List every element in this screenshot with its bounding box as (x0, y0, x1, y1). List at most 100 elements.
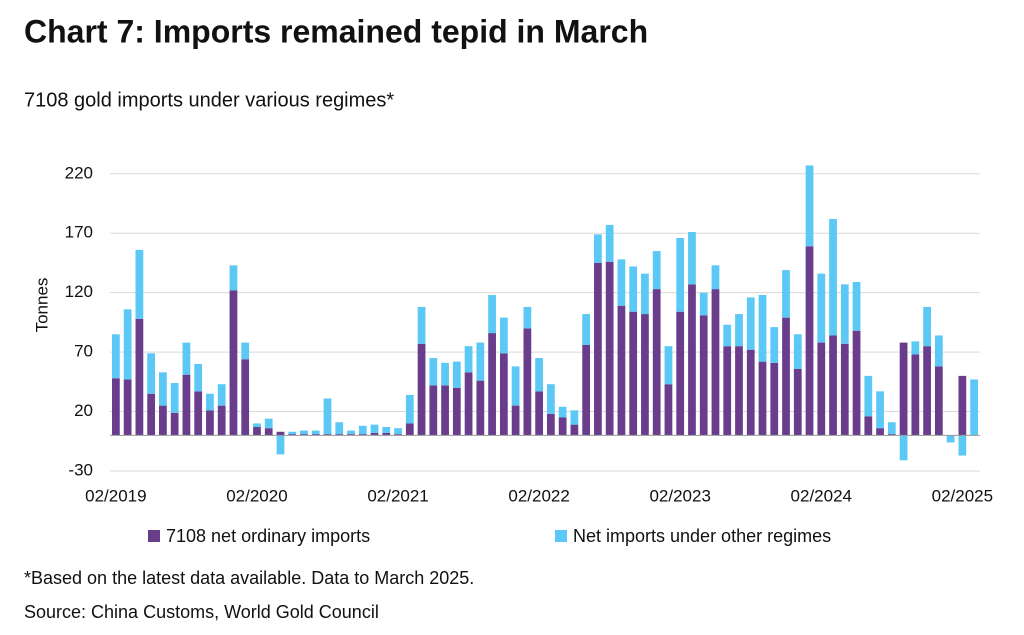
note: *Based on the latest data available. Dat… (24, 568, 474, 588)
y-tick-label: 20 (74, 401, 93, 420)
bar-segment (746, 297, 755, 350)
bar-segment (735, 314, 743, 347)
bar-segment (300, 434, 308, 436)
bar-segment (911, 354, 920, 436)
chart-title: Chart 7: Imports remained tepid in March (24, 13, 648, 49)
bar-segment (758, 361, 767, 436)
bar-segment (394, 434, 402, 436)
chart-subtitle: 7108 gold imports under various regimes* (24, 89, 394, 111)
bar-segment (241, 359, 250, 436)
bar-segment (887, 422, 896, 435)
bar-segment (570, 424, 579, 436)
y-tick-label: 220 (65, 163, 93, 182)
bar-segment (934, 366, 943, 436)
bar-segment (241, 342, 250, 360)
bar-segment (182, 374, 191, 436)
bar-segment (394, 428, 402, 435)
bar-segment (523, 328, 532, 436)
bar-segment (852, 281, 861, 331)
bar-segment (441, 362, 449, 386)
bar-segment (723, 324, 732, 347)
bar-segment (594, 234, 602, 263)
bar-segment (958, 435, 967, 456)
bar-segment (617, 305, 626, 436)
bar-segment (405, 423, 414, 436)
bar-segment (876, 428, 884, 436)
bar-segment (535, 358, 544, 392)
bar-segment (817, 342, 826, 436)
x-tick-label: 02/2022 (508, 486, 569, 505)
bar-segment (335, 434, 344, 436)
bar-segment (652, 251, 661, 290)
legend-swatch (555, 530, 567, 542)
bar-segment (911, 341, 920, 355)
bar-segment (535, 391, 544, 436)
bar-segment (488, 295, 496, 334)
bar-segment (676, 311, 685, 436)
bar-segment (805, 246, 814, 436)
bar-segment (311, 434, 320, 436)
bar-segment (476, 380, 485, 436)
bar-segment (452, 361, 461, 388)
bar-segment (135, 249, 144, 319)
bar-segment (970, 379, 979, 436)
bar-segment (253, 427, 261, 436)
bar-segment (899, 435, 908, 461)
bar-segment (217, 405, 226, 436)
bar-segment (382, 432, 391, 436)
bar-segment (217, 384, 226, 406)
bar-segment (676, 237, 685, 312)
bar-segment (123, 309, 132, 380)
bar-segment (417, 306, 426, 344)
y-tick-label: -30 (68, 460, 93, 479)
bar-segment (370, 424, 379, 433)
bar-segment (664, 346, 673, 385)
bar-segment (899, 342, 908, 436)
bar-segment (464, 346, 473, 373)
bar-segment (829, 335, 837, 436)
bar-segment (335, 422, 344, 435)
bar-segment (864, 416, 873, 436)
bar-segment (923, 346, 931, 436)
bar-segment (840, 343, 849, 436)
bar-segment (194, 364, 203, 392)
y-tick-label: 170 (65, 223, 93, 242)
bar-segment (664, 384, 673, 436)
bar-segment (159, 405, 167, 436)
bar-segment (934, 335, 943, 367)
bar-segment (688, 284, 696, 436)
bar-segment (264, 428, 273, 436)
bar-segment (723, 346, 732, 436)
bar-segment (605, 224, 614, 262)
bar-segment (711, 289, 720, 436)
bar-segment (817, 273, 826, 343)
bar-segment (111, 378, 120, 436)
bar-segment (840, 284, 849, 344)
bar-segment (546, 384, 555, 414)
bar-segment (206, 393, 214, 411)
bar-segment (946, 435, 955, 443)
bar-segment (347, 434, 355, 436)
bar-segment (264, 418, 273, 429)
bar-segment (782, 270, 790, 318)
bar-segment (546, 413, 555, 436)
bar-segment (358, 434, 367, 436)
bar-segment (276, 435, 285, 455)
bar-segment (170, 412, 179, 436)
bar-segment (182, 342, 191, 375)
bar-segment (499, 353, 508, 436)
bar-segment (558, 406, 567, 418)
bar-segment (511, 405, 520, 436)
bar-segment (641, 273, 649, 315)
bar-segment (499, 317, 508, 354)
legend-label: Net imports under other regimes (573, 526, 831, 546)
bar-segment (147, 353, 156, 394)
bar-segment (958, 375, 967, 436)
bar-segment (629, 311, 638, 436)
y-axis-label: Tonnes (32, 278, 51, 333)
bar-segment (206, 410, 214, 436)
bar-segment (876, 391, 884, 429)
bar-segment (288, 434, 297, 436)
bar-segment (194, 391, 203, 436)
